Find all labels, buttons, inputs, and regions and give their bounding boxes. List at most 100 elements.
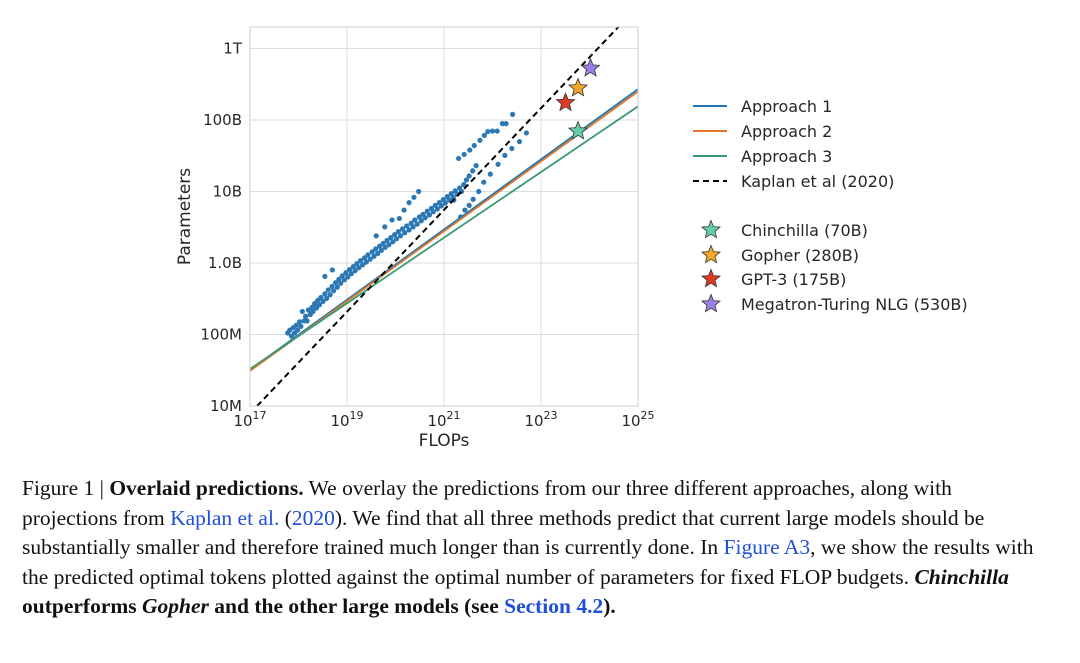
x-tick-label: 1021 bbox=[427, 409, 460, 430]
scatter-point bbox=[324, 295, 330, 301]
scatter-point bbox=[339, 273, 345, 279]
x-tick-label: 1025 bbox=[621, 409, 654, 430]
scatter-point bbox=[509, 145, 515, 152]
scatter-point bbox=[386, 242, 392, 248]
legend-label: GPT-3 (175B) bbox=[741, 270, 846, 289]
scatter-point bbox=[357, 258, 364, 264]
scatter-point bbox=[404, 223, 410, 229]
scatter-point bbox=[473, 163, 479, 169]
chart: 10M 100M 1.0B 10B 100B 1T 1017 1019 1021 1023 1025… bbox=[175, 26, 968, 451]
scatter-point bbox=[322, 291, 328, 297]
x-tick-label: 1019 bbox=[330, 409, 363, 430]
legend-star-icon bbox=[700, 244, 722, 264]
scatter-point bbox=[461, 181, 467, 188]
y-tick-label: 1.0B bbox=[208, 254, 242, 272]
scatter-point bbox=[373, 233, 379, 239]
legend-label: Approach 3 bbox=[741, 147, 832, 166]
scatter-point bbox=[466, 173, 472, 179]
scatter-point bbox=[329, 267, 335, 273]
scatter-point bbox=[377, 243, 383, 249]
scatter-point bbox=[322, 273, 328, 279]
scatter-point bbox=[494, 128, 500, 134]
scatter-point bbox=[434, 206, 440, 212]
scatter-point bbox=[299, 308, 305, 315]
scatter-point bbox=[371, 253, 377, 259]
scatter-point bbox=[481, 179, 487, 185]
caption-bold-3: ). bbox=[603, 594, 616, 618]
scatter-point bbox=[510, 111, 516, 117]
scatter-point bbox=[352, 268, 358, 274]
scatter-point bbox=[378, 247, 384, 254]
scatter-point bbox=[456, 155, 462, 162]
gpt-3-star-marker bbox=[555, 92, 576, 112]
scatter-point bbox=[354, 261, 360, 267]
scatter-point bbox=[426, 212, 432, 218]
scatter-point bbox=[406, 227, 412, 233]
scatter-point bbox=[334, 284, 340, 290]
scatter-point bbox=[402, 230, 408, 236]
legend-label: Chinchilla (70B) bbox=[741, 221, 868, 240]
scatter-point bbox=[489, 128, 496, 134]
scatter-point bbox=[416, 188, 422, 195]
scatter-point bbox=[309, 304, 315, 310]
approach-3-line bbox=[250, 105, 638, 370]
scatter-point bbox=[406, 199, 412, 206]
scatter-point bbox=[476, 188, 482, 195]
caption-text-4: , we show the results with the predicted… bbox=[22, 535, 1034, 589]
caption-text-3: ). We find that all three methods predic… bbox=[22, 505, 985, 560]
scatter-point bbox=[336, 276, 342, 282]
scatter-point bbox=[495, 161, 501, 167]
scatter-point bbox=[343, 270, 349, 276]
scatter-point bbox=[298, 323, 304, 329]
figure: 10M 100M 1.0B 10B 100B 1T 1017 1019 1021 1023 1025… bbox=[175, 26, 968, 451]
caption-bold-2: and the other large models (see bbox=[208, 594, 505, 618]
scatter-point bbox=[485, 128, 491, 135]
scatter-point bbox=[390, 239, 396, 245]
caption-emph-gopher: Gopher bbox=[142, 594, 209, 618]
scatter-point bbox=[367, 256, 373, 262]
y-tick-label: 10M bbox=[210, 397, 242, 415]
scatter-point bbox=[430, 209, 436, 215]
scatter-point bbox=[363, 259, 369, 265]
citation-link-authors[interactable]: Kaplan et al. bbox=[170, 505, 280, 530]
scatter-point bbox=[369, 249, 375, 255]
scatter-point bbox=[412, 217, 418, 223]
scatter-point bbox=[293, 322, 299, 328]
scatter-point bbox=[396, 215, 402, 222]
citation-link-year[interactable]: 2020 bbox=[291, 505, 335, 530]
legend-label: Approach 2 bbox=[741, 122, 832, 141]
scatter-point bbox=[361, 255, 368, 261]
scatter-point bbox=[373, 246, 379, 252]
legend-star-icon bbox=[700, 293, 722, 313]
scatter-point bbox=[399, 226, 406, 232]
scatter-point bbox=[295, 327, 301, 333]
y-tick-label: 100M bbox=[200, 326, 242, 344]
legend-label: Kaplan et al (2020) bbox=[741, 172, 894, 191]
scatter-point bbox=[341, 277, 347, 283]
scatter-point bbox=[418, 218, 424, 224]
scatter-point bbox=[463, 177, 470, 183]
scatter-point bbox=[389, 217, 395, 223]
legend-label: Gopher (280B) bbox=[741, 246, 859, 265]
scatter-point bbox=[401, 207, 407, 213]
scatter-point bbox=[345, 274, 351, 280]
scatter-point bbox=[346, 266, 353, 273]
scatter-point bbox=[304, 318, 310, 324]
scatter-point bbox=[382, 224, 388, 230]
scatter-point bbox=[411, 194, 417, 200]
scatter-point bbox=[356, 265, 362, 271]
scatter-point bbox=[523, 130, 530, 136]
scatter-point bbox=[499, 121, 505, 127]
scatter-point bbox=[329, 283, 335, 290]
scatter-point bbox=[348, 271, 354, 277]
scatter-point bbox=[502, 152, 508, 158]
legend-star-icon bbox=[700, 219, 722, 239]
scatter-point bbox=[397, 233, 404, 239]
scatter-point bbox=[327, 292, 333, 298]
legend-label: Approach 1 bbox=[741, 97, 832, 116]
figure-a3-link[interactable]: Figure A3 bbox=[723, 535, 811, 559]
caption-figure-label: Figure 1 | bbox=[22, 476, 110, 500]
scatter-point bbox=[384, 237, 390, 244]
scatter-point bbox=[422, 215, 428, 221]
section-4-2-link[interactable]: Section 4.2 bbox=[504, 594, 604, 618]
